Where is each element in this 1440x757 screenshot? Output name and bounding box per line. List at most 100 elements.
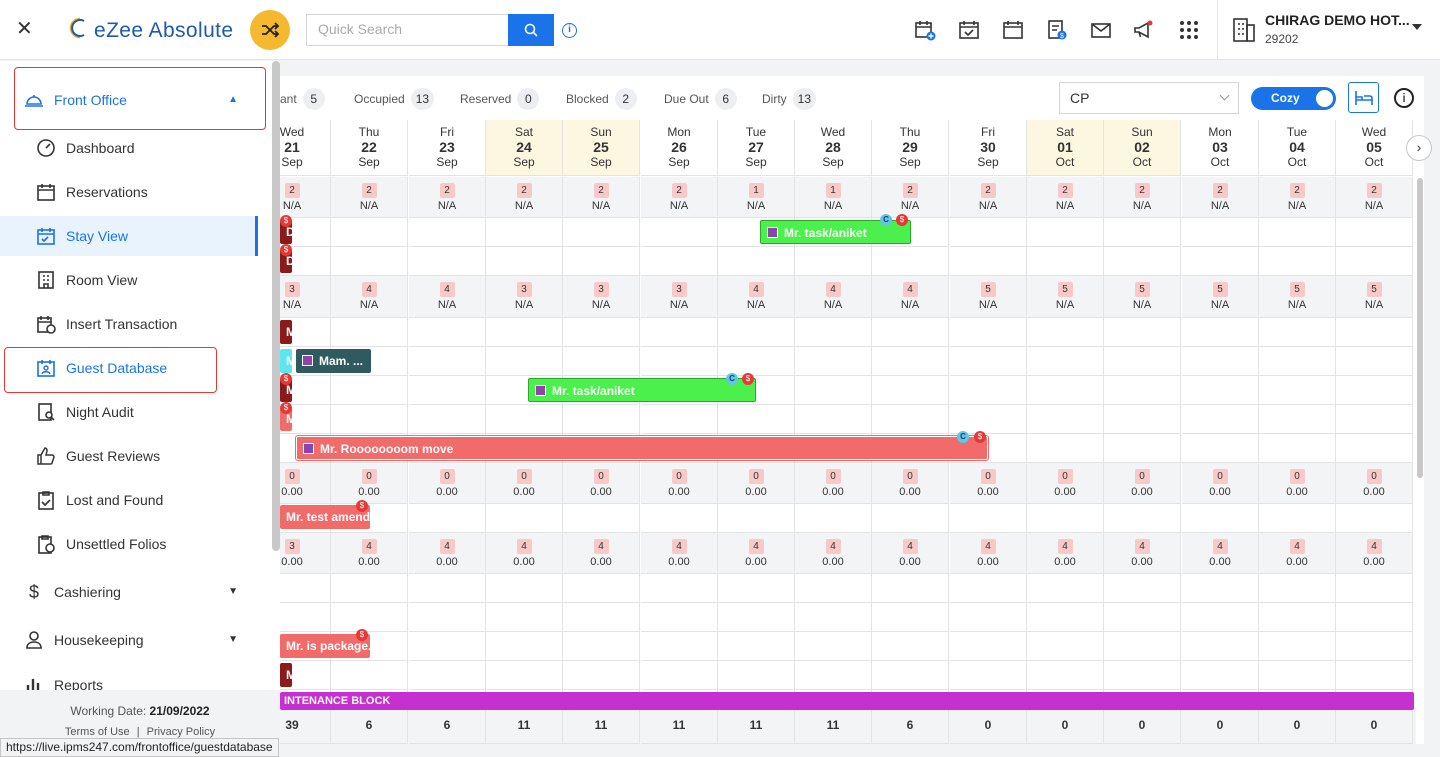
booking-mr-is-package[interactable]: Mr. is package... xyxy=(280,634,370,658)
availability-cell[interactable]: 2 N/A xyxy=(1104,177,1181,218)
dollar-icon[interactable]: $ xyxy=(896,214,908,226)
room-day-cell[interactable] xyxy=(1259,504,1336,533)
room-day-cell[interactable] xyxy=(1259,661,1336,690)
day-header[interactable]: Sun 02 Oct xyxy=(1104,120,1181,176)
room-day-cell[interactable] xyxy=(795,376,872,405)
room-day-cell[interactable] xyxy=(1336,405,1413,434)
sidebar-item-stay-view[interactable]: Stay View xyxy=(0,216,258,256)
room-day-cell[interactable] xyxy=(1182,603,1259,632)
room-day-cell[interactable] xyxy=(1259,405,1336,434)
room-day-cell[interactable] xyxy=(280,661,331,690)
availability-cell[interactable]: 0 0.00 xyxy=(872,463,949,504)
room-day-cell[interactable] xyxy=(1336,347,1413,376)
hotel-dropdown-icon[interactable] xyxy=(1412,24,1422,30)
room-day-cell[interactable] xyxy=(872,603,949,632)
day-header[interactable]: Thu 22 Sep xyxy=(331,120,408,176)
room-day-cell[interactable] xyxy=(280,574,331,603)
availability-cell[interactable]: 0 0.00 xyxy=(331,463,408,504)
availability-cell[interactable]: 4 0.00 xyxy=(950,533,1027,574)
day-header[interactable]: Wed 05 Oct xyxy=(1336,120,1413,176)
room-day-cell[interactable] xyxy=(1104,434,1181,463)
sidebar-section-cashiering[interactable]: $ Cashiering ▼ xyxy=(0,572,258,612)
room-day-cell[interactable] xyxy=(641,574,718,603)
room-day-cell[interactable] xyxy=(872,661,949,690)
room-day-cell[interactable] xyxy=(563,632,640,661)
calendar-check-icon[interactable] xyxy=(957,18,981,42)
bed-view-button[interactable] xyxy=(1348,82,1379,113)
day-header[interactable]: Mon 26 Sep xyxy=(641,120,718,176)
day-header[interactable]: Fri 30 Sep xyxy=(950,120,1027,176)
room-day-cell[interactable] xyxy=(1182,661,1259,690)
room-day-cell[interactable] xyxy=(563,218,640,247)
room-day-cell[interactable] xyxy=(1027,247,1104,276)
room-day-cell[interactable] xyxy=(795,632,872,661)
day-header[interactable]: Wed 28 Sep xyxy=(795,120,872,176)
booking-mam[interactable]: Mam. ... xyxy=(296,349,371,373)
terms-link[interactable]: Terms of Use xyxy=(64,726,130,738)
sidebar-section-front-office[interactable]: Front Office ▲ xyxy=(0,80,258,120)
availability-cell[interactable]: 4 0.00 xyxy=(486,533,563,574)
availability-cell[interactable]: 2 N/A xyxy=(641,177,718,218)
booking-mr-test-amend[interactable]: Mr. test amend xyxy=(280,505,370,529)
room-day-cell[interactable] xyxy=(641,661,718,690)
calendar-icon[interactable] xyxy=(1001,18,1025,42)
room-day-cell[interactable] xyxy=(1104,574,1181,603)
booking-mr-task-aniket-2[interactable]: Mr. task/aniket xyxy=(528,378,756,402)
stat-reserved[interactable]: Reserved 0 xyxy=(460,88,540,110)
room-day-cell[interactable] xyxy=(1104,405,1181,434)
room-day-cell[interactable] xyxy=(641,405,718,434)
room-day-cell[interactable] xyxy=(1104,603,1181,632)
room-day-cell[interactable] xyxy=(409,504,486,533)
room-day-cell[interactable] xyxy=(718,574,795,603)
room-day-cell[interactable] xyxy=(409,376,486,405)
room-day-cell[interactable] xyxy=(409,632,486,661)
room-day-cell[interactable] xyxy=(331,632,408,661)
availability-cell[interactable]: 2 N/A xyxy=(950,177,1027,218)
room-day-cell[interactable] xyxy=(563,247,640,276)
invoice-dollar-icon[interactable]: $ xyxy=(1045,18,1069,42)
availability-cell[interactable]: 0 0.00 xyxy=(950,463,1027,504)
room-day-cell[interactable] xyxy=(950,347,1027,376)
booking-stub[interactable]: M xyxy=(280,320,292,344)
room-day-cell[interactable] xyxy=(718,376,795,405)
room-day-cell[interactable] xyxy=(331,218,408,247)
room-day-cell[interactable] xyxy=(1336,376,1413,405)
availability-cell[interactable]: 2 N/A xyxy=(331,177,408,218)
stat-vacant[interactable]: ant 5 xyxy=(280,88,325,110)
room-day-cell[interactable] xyxy=(563,574,640,603)
availability-cell[interactable]: 4 0.00 xyxy=(1027,533,1104,574)
room-day-cell[interactable] xyxy=(280,603,331,632)
sidebar-item-lost-and-found[interactable]: Lost and Found xyxy=(0,480,258,520)
room-day-cell[interactable] xyxy=(718,632,795,661)
dollar-icon[interactable]: $ xyxy=(280,215,292,227)
search-button[interactable] xyxy=(508,14,554,46)
room-day-cell[interactable] xyxy=(718,661,795,690)
room-day-cell[interactable] xyxy=(1336,218,1413,247)
availability-cell[interactable]: 4 0.00 xyxy=(1336,533,1413,574)
room-day-cell[interactable] xyxy=(486,218,563,247)
availability-cell[interactable]: 0 0.00 xyxy=(1027,463,1104,504)
room-day-cell[interactable] xyxy=(1259,632,1336,661)
availability-cell[interactable]: 0 0.00 xyxy=(1104,463,1181,504)
availability-cell[interactable]: 3 N/A xyxy=(563,276,640,318)
availability-cell[interactable]: 4 0.00 xyxy=(795,533,872,574)
room-day-cell[interactable] xyxy=(1104,247,1181,276)
sidebar-section-housekeeping[interactable]: Housekeeping ▼ xyxy=(0,620,258,660)
booking-stub[interactable]: M xyxy=(280,349,292,373)
room-day-cell[interactable] xyxy=(331,347,408,376)
room-day-cell[interactable] xyxy=(563,661,640,690)
maintenance-block[interactable]: INTENANCE BLOCK xyxy=(280,692,1414,710)
room-day-cell[interactable] xyxy=(1027,318,1104,347)
next-dates-button[interactable]: › xyxy=(1406,135,1432,161)
room-day-cell[interactable] xyxy=(331,504,408,533)
room-day-cell[interactable] xyxy=(486,661,563,690)
stat-dirty[interactable]: Dirty 13 xyxy=(762,88,817,110)
availability-cell[interactable]: 0 0.00 xyxy=(409,463,486,504)
availability-cell[interactable]: 4 N/A xyxy=(331,276,408,318)
room-day-cell[interactable] xyxy=(486,603,563,632)
room-day-cell[interactable] xyxy=(409,405,486,434)
availability-cell[interactable]: 2 N/A xyxy=(1027,177,1104,218)
room-day-cell[interactable] xyxy=(718,318,795,347)
shuffle-button[interactable] xyxy=(250,10,290,50)
room-day-cell[interactable] xyxy=(641,347,718,376)
